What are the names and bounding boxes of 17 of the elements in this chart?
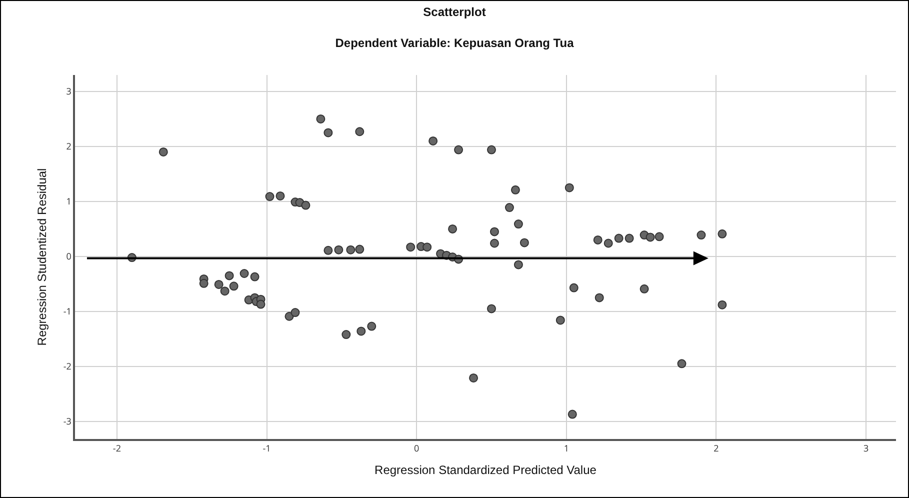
y-tick-label: 0	[66, 250, 72, 263]
x-tick-label: 0	[414, 442, 420, 455]
chart-subtitle: Dependent Variable: Kepuasan Orang Tua	[335, 36, 574, 50]
x-tick-label: 1	[564, 442, 569, 455]
y-tick-label: 1	[66, 194, 72, 208]
y-tick-label: 3	[66, 84, 72, 98]
y-tick-label: -3	[63, 414, 72, 428]
x-tick-label: -2	[112, 442, 121, 455]
x-axis-title: Regression Standardized Predicted Value	[374, 462, 597, 477]
x-tick-label: -1	[262, 442, 271, 455]
y-tick-label: 2	[66, 140, 72, 153]
y-tick-label: -1	[63, 304, 72, 318]
y-tick-label: -2	[63, 360, 72, 373]
y-axis-title: Regression Studentized Residual	[35, 168, 50, 346]
x-tick-label: 3	[863, 442, 869, 455]
chart-title: Scatterplot	[423, 4, 486, 19]
x-tick-label: 2	[714, 442, 719, 455]
